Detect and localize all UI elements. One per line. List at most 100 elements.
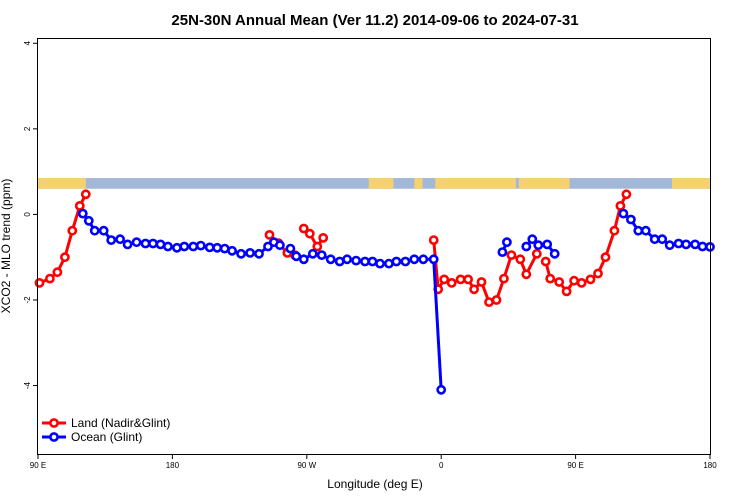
- data-point: [106, 235, 117, 245]
- series-line: [289, 247, 443, 390]
- data-point: [204, 242, 215, 253]
- data-point: [360, 256, 370, 267]
- data-point: [83, 215, 94, 226]
- data-point: [89, 225, 100, 236]
- data-point: [98, 225, 109, 236]
- x-tick-label: 0: [439, 461, 444, 470]
- y-tick-label: -2: [23, 296, 32, 304]
- data-point: [77, 208, 88, 219]
- data-point: [428, 254, 439, 265]
- data-point: [325, 254, 336, 265]
- data-point: [506, 250, 517, 260]
- data-point: [298, 254, 309, 265]
- data-point: [621, 189, 632, 200]
- data-point: [400, 256, 411, 267]
- data-point: [657, 234, 668, 245]
- data-point: [122, 239, 133, 250]
- legend: Land (Nadir&Glint)Ocean (Glint): [42, 416, 170, 444]
- data-point: [436, 384, 447, 395]
- data-point: [245, 247, 255, 258]
- data-point: [531, 248, 542, 259]
- data-point: [188, 241, 199, 252]
- data-point: [162, 241, 173, 252]
- data-point: [428, 235, 439, 245]
- data-point: [545, 273, 556, 284]
- data-point: [342, 254, 352, 265]
- data-point: [649, 234, 660, 245]
- land-band-segment: [38, 178, 86, 189]
- data-point: [74, 200, 85, 211]
- data-point: [45, 273, 55, 284]
- data-point: [304, 228, 315, 239]
- data-point: [375, 258, 385, 269]
- y-tick-label: 0: [23, 212, 32, 217]
- land-band-segment: [368, 178, 394, 189]
- data-point: [298, 223, 309, 234]
- data-point: [600, 252, 611, 263]
- data-point: [673, 238, 684, 249]
- data-point: [633, 225, 644, 236]
- x-axis-label: Longitude (deg E): [327, 477, 422, 491]
- data-point: [439, 274, 450, 285]
- legend-label: Land (Nadir&Glint): [71, 416, 170, 430]
- data-point: [409, 254, 420, 265]
- data-point: [615, 200, 626, 211]
- data-point: [67, 225, 78, 236]
- data-point: [274, 240, 285, 251]
- data-point: [351, 255, 361, 266]
- data-point: [497, 247, 508, 257]
- data-point: [626, 214, 636, 225]
- data-point: [585, 274, 596, 285]
- data-point: [618, 208, 629, 219]
- plot-area: [34, 189, 715, 395]
- data-point: [527, 234, 538, 245]
- x-axis: 90 E 180 90 W 0 90 E 180: [30, 454, 717, 470]
- series-line: [544, 193, 628, 293]
- data-point: [533, 240, 544, 251]
- data-point: [681, 239, 691, 250]
- data-point: [171, 242, 182, 253]
- data-point: [264, 229, 275, 240]
- land-band-segment: [518, 178, 570, 189]
- data-point: [148, 238, 158, 249]
- data-point: [549, 248, 560, 259]
- data-point: [455, 274, 466, 285]
- data-point: [227, 245, 237, 256]
- data-point: [521, 269, 532, 280]
- surface-type-band: [38, 178, 710, 189]
- data-point: [316, 250, 327, 260]
- data-point: [576, 277, 587, 288]
- data-point: [469, 284, 479, 295]
- x-tick-label: 90 W: [297, 461, 316, 470]
- data-point: [640, 225, 651, 236]
- data-point: [254, 248, 264, 259]
- series-ocean: [77, 208, 715, 395]
- data-point: [307, 248, 318, 259]
- series-line: [432, 239, 539, 304]
- data-point: [236, 248, 246, 259]
- data-point: [491, 295, 502, 305]
- data-point: [391, 256, 402, 267]
- legend-item: Land (Nadir&Glint): [42, 416, 170, 430]
- data-point: [515, 254, 526, 265]
- land-band-segment: [435, 178, 516, 189]
- data-point: [418, 254, 429, 265]
- data-point: [521, 241, 532, 252]
- legend-item: Ocean (Glint): [42, 430, 142, 444]
- data-point: [131, 237, 142, 248]
- legend-label: Ocean (Glint): [71, 430, 142, 444]
- data-point: [140, 238, 151, 249]
- data-point: [179, 241, 190, 252]
- data-point: [554, 277, 565, 287]
- land-band-segment: [414, 178, 423, 189]
- data-point: [60, 252, 70, 263]
- data-point: [476, 277, 487, 287]
- y-axis-label: XCO2 - MLO trend (ppm): [0, 179, 13, 314]
- data-point: [195, 240, 206, 251]
- data-point: [609, 225, 620, 236]
- data-point: [52, 267, 63, 278]
- data-point: [383, 258, 394, 269]
- y-tick-label: 4: [23, 41, 32, 46]
- legend-marker: [49, 432, 59, 442]
